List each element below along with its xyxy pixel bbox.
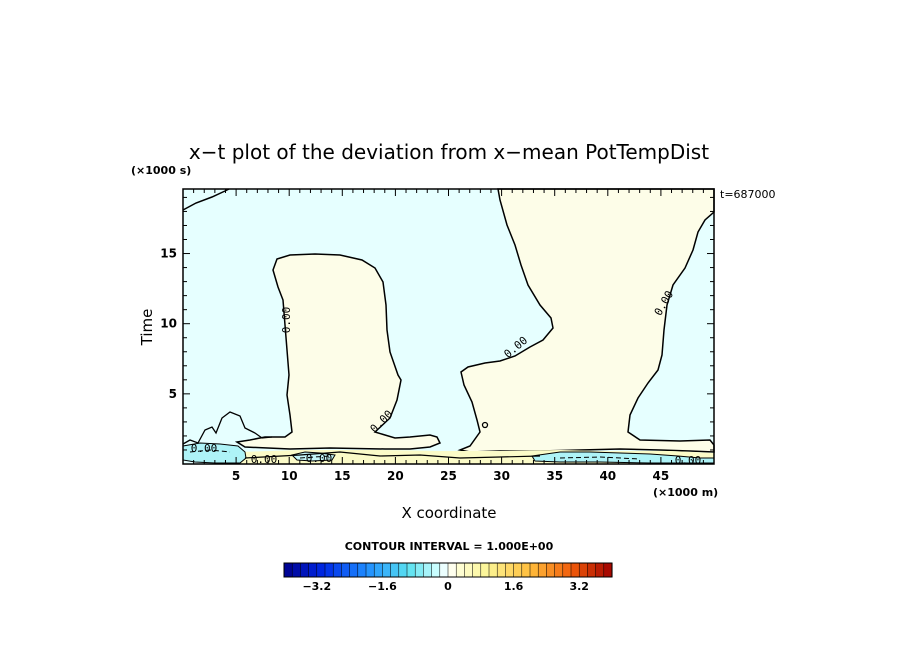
time-label: t=687000 [720,188,776,201]
colorbar-cell [537,562,547,578]
colorbar-cell [431,562,441,578]
colorbar-cell [603,562,613,578]
colorbar-cell [546,562,556,578]
contour-line-bottom-left [182,411,273,445]
colorbar-cell [472,562,482,578]
axes: 5 10 15 20 25 30 35 40 45 5 10 15 [160,189,715,483]
colorbar-cell [357,562,367,578]
contour-interval-text: CONTOUR INTERVAL = 1.000E+00 [345,540,554,553]
x-tick-label: 30 [493,469,510,483]
y-tick-label: 15 [160,247,177,261]
colorbar-cell [341,562,351,578]
colorbar-cell [398,562,408,578]
y-tick-label: 10 [160,317,177,331]
x-tick-label: 20 [387,469,404,483]
colorbar-cell [291,562,301,578]
contour-small-loop [481,421,489,429]
x-tick-label: 35 [546,469,563,483]
colorbar-tick-label: −1.6 [368,580,397,593]
contour-label-7: 0.00 [306,452,333,465]
colorbar-cell [283,562,293,578]
x-tick-label: 40 [599,469,616,483]
colorbar-tick-label: 1.6 [504,580,524,593]
contour-line-top-left [182,188,230,211]
colorbar-cell [562,562,572,578]
x-tick-label: 5 [232,469,240,483]
colorbar-cell [570,562,580,578]
x-unit-label: (×1000 m) [653,486,718,499]
colorbar-cell [496,562,506,578]
colorbar-cell [316,562,326,578]
colorbar-cell [406,562,416,578]
x-tick-label: 15 [334,469,351,483]
colorbar-cell [505,562,515,578]
colorbar-cell [554,562,564,578]
colorbar: −3.2 −1.6 0 1.6 3.2 [283,562,613,593]
contour-label-6: 0.00 [675,454,702,467]
colorbar-cell [521,562,531,578]
colorbar-tick-label: 0 [444,580,452,593]
colorbar-cell [373,562,383,578]
positive-region-left [234,253,442,450]
colorbar-tick-label: −3.2 [302,580,331,593]
x-tick-label: 10 [281,469,298,483]
colorbar-cell [308,562,318,578]
contour-label-1: 0.00 [280,307,293,334]
colorbar-tick-label: 3.2 [569,580,589,593]
contour-line-dashed [189,449,641,460]
y-tick-label: 5 [169,387,177,401]
colorbar-cell [365,562,375,578]
colorbar-cell [300,562,310,578]
colorbar-cell [382,562,392,578]
colorbar-cell [464,562,474,578]
colorbar-cell [455,562,465,578]
colorbar-cell [529,562,539,578]
chart-title: x−t plot of the deviation from x−mean Po… [189,140,709,164]
y-axis-label: Time [138,309,156,347]
contour-label-8: 0.00 [191,442,218,455]
colorbar-cell [349,562,359,578]
contour-line-bottom [244,451,541,459]
x-tick-label: 25 [440,469,457,483]
colorbar-cell [414,562,424,578]
colorbar-cell [423,562,433,578]
colorbar-cell [390,562,400,578]
plot-area: 0.00 0.00 0.00 0.00 0.00 0.00 0.00 0.00 [182,188,715,467]
colorbar-cell [332,562,342,578]
colorbar-cell [587,562,597,578]
colorbar-cell [578,562,588,578]
colorbar-cell [447,562,457,578]
colorbar-cell [595,562,605,578]
x-tick-label: 45 [653,469,670,483]
colorbar-frame [283,562,613,578]
colorbar-cell [324,562,334,578]
colorbar-cell [513,562,523,578]
y-unit-label: (×1000 s) [131,164,191,177]
colorbar-cell [439,562,449,578]
x-axis-label: X coordinate [401,504,496,522]
colorbar-cell [488,562,498,578]
colorbar-cell [480,562,490,578]
